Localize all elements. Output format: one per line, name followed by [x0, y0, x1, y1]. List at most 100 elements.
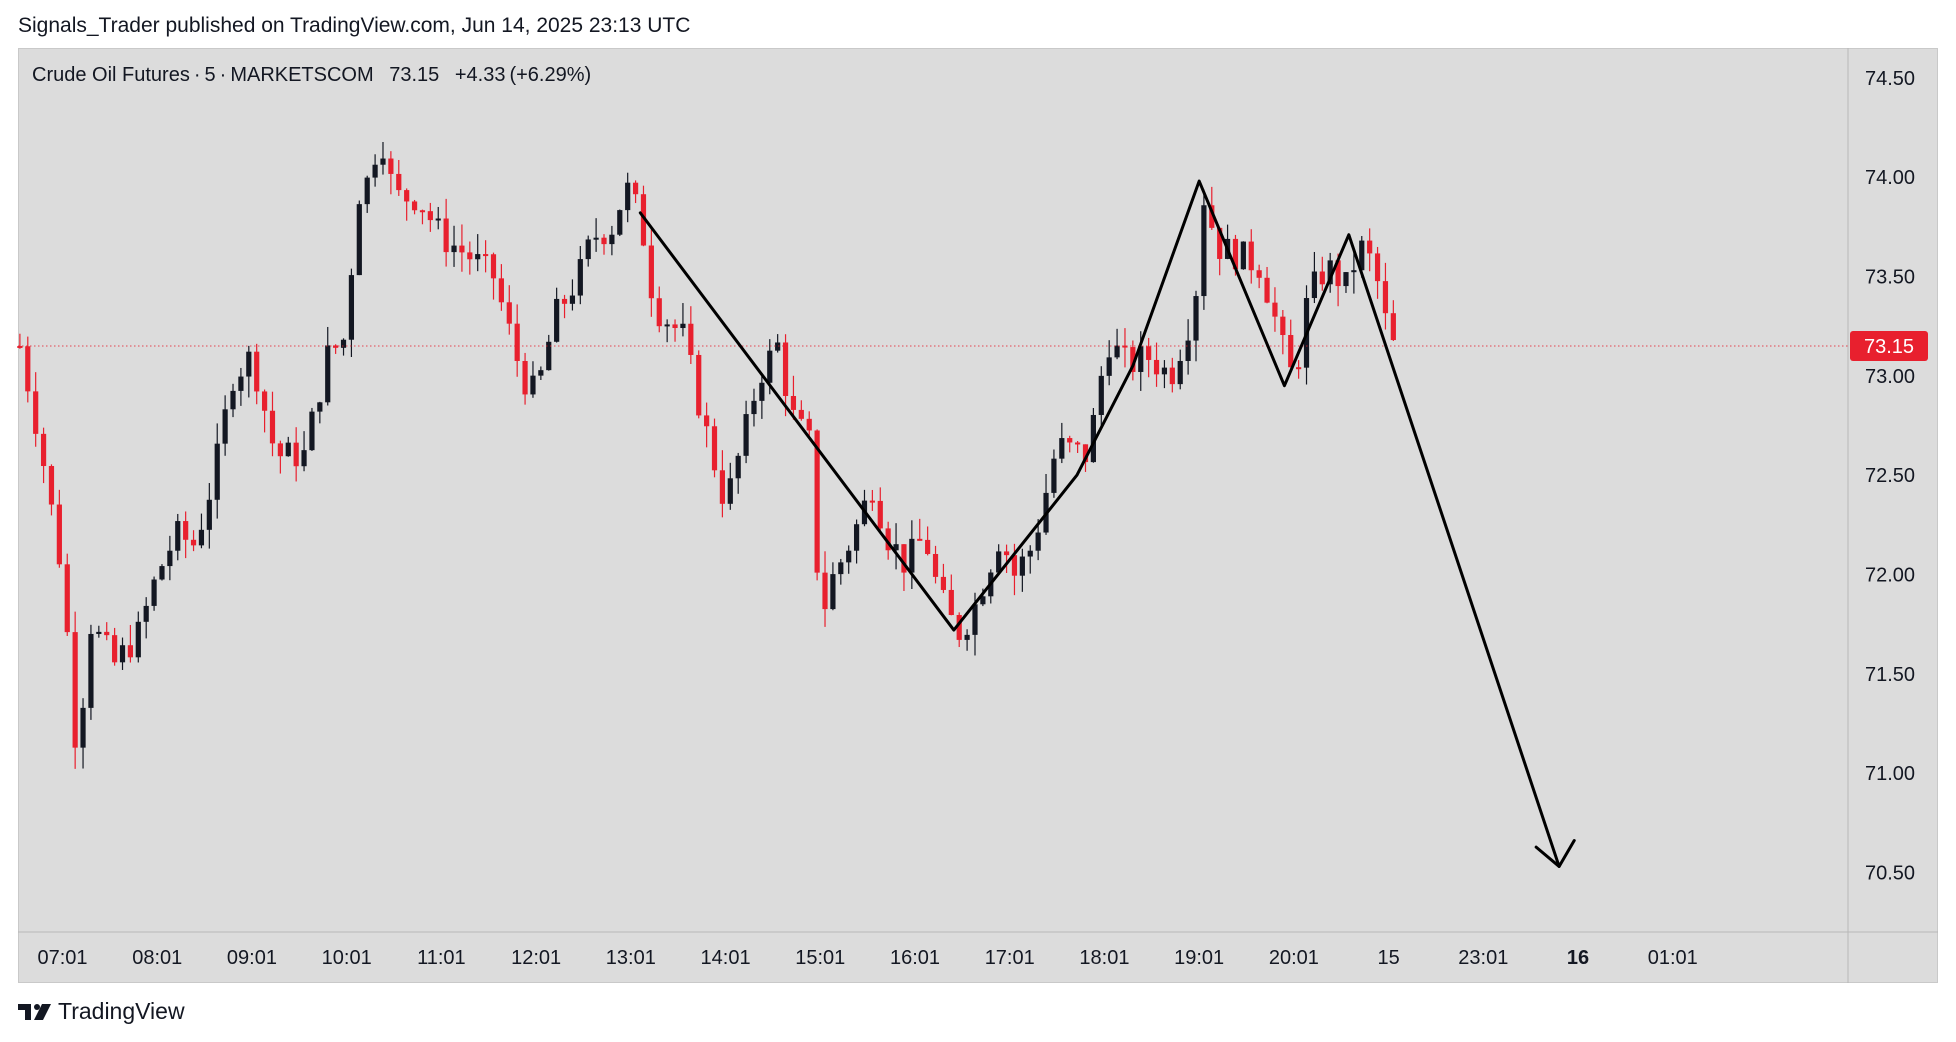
candle-body: [190, 539, 197, 546]
candle: [364, 175, 370, 213]
candle: [727, 462, 733, 510]
symbol-legend[interactable]: Crude Oil Futures · 5 · MARKETSCOM 73.15 +4.…: [32, 64, 595, 87]
chart-area[interactable]: [18, 48, 1938, 983]
candle-body: [996, 551, 1002, 573]
candle: [814, 429, 820, 581]
candle-body: [1177, 360, 1183, 385]
candle: [1296, 360, 1302, 379]
candle-body: [1051, 458, 1057, 493]
candle: [404, 188, 410, 221]
candle-body: [759, 382, 765, 401]
candle-body: [680, 323, 686, 329]
candle-body: [1185, 340, 1191, 361]
candle-body: [1019, 556, 1025, 576]
candle-body: [246, 351, 252, 377]
candle-body: [1288, 335, 1294, 368]
price-axis-label: 70.50: [1865, 862, 1915, 884]
candle: [135, 611, 141, 663]
candle-body: [609, 234, 615, 245]
candle: [782, 334, 789, 417]
candle: [932, 545, 939, 584]
tradingview-brand[interactable]: TradingView: [18, 998, 185, 1025]
time-axis-label: 09:01: [227, 947, 277, 969]
candle: [1106, 340, 1112, 386]
candle: [609, 225, 615, 256]
time-axis[interactable]: 07:01 08:01 09:01 10:01 11:01 12:01 13:01 14:01…: [37, 947, 1697, 969]
candle: [206, 483, 212, 549]
candle-body: [964, 634, 970, 640]
candle-body: [719, 470, 726, 504]
price-axis-label: 71.00: [1865, 763, 1915, 785]
candle: [632, 180, 639, 204]
candle: [893, 523, 899, 570]
candle-body: [632, 182, 639, 195]
time-axis-label: 23:01: [1458, 947, 1508, 969]
candle: [17, 333, 23, 349]
candle: [964, 629, 970, 651]
candle: [956, 612, 962, 648]
candle-body: [1075, 442, 1081, 445]
candle: [1256, 264, 1262, 289]
price-axis[interactable]: 74.50 74.00 73.50 73.00 72.50 72.00 71.50 71.00…: [1865, 68, 1915, 885]
candle-body: [1138, 346, 1144, 372]
axes-lines: [18, 48, 1938, 983]
candle-body: [696, 354, 702, 416]
candle-body: [917, 538, 923, 541]
candle: [419, 209, 426, 225]
candle: [1146, 337, 1152, 378]
candle-body: [64, 564, 70, 633]
candle-body: [514, 323, 520, 362]
candle-body: [506, 302, 512, 324]
candle-body: [198, 529, 205, 546]
candle: [56, 489, 62, 568]
candle-body: [885, 528, 891, 551]
candle: [1169, 357, 1175, 393]
candle-body: [617, 210, 623, 235]
candle-body: [1280, 316, 1286, 336]
candle: [751, 388, 757, 427]
candle: [1390, 300, 1396, 341]
candle: [1003, 544, 1010, 573]
time-axis-label: 19:01: [1174, 947, 1224, 969]
arrow-head[interactable]: [1534, 839, 1576, 868]
candle: [743, 400, 749, 464]
candle-body: [664, 324, 670, 327]
time-axis-label: 13:01: [606, 947, 656, 969]
candle-body: [88, 633, 94, 708]
candle-body: [1327, 260, 1333, 285]
candle-body: [640, 194, 647, 246]
candle: [1019, 548, 1025, 592]
candle-body: [1240, 241, 1246, 270]
candle: [853, 519, 860, 564]
candle-body: [467, 252, 473, 260]
candle: [214, 423, 220, 519]
candle-body: [1319, 271, 1325, 285]
candle-body: [411, 201, 418, 211]
time-axis-label: 12:01: [511, 947, 561, 969]
candle: [656, 286, 662, 333]
candle: [222, 395, 228, 456]
candle-body: [830, 574, 836, 610]
candle-body: [585, 239, 591, 260]
candle-body: [1067, 438, 1073, 443]
candle: [1240, 241, 1246, 270]
candle: [427, 202, 433, 232]
zigzag-line[interactable]: [638, 179, 1561, 868]
candle: [1201, 189, 1207, 310]
zigzag-drawing[interactable]: [638, 179, 1576, 868]
candle: [522, 352, 528, 405]
candle: [625, 172, 631, 223]
last-price: 73.15: [389, 64, 440, 86]
candle-body: [751, 400, 757, 415]
candle: [459, 224, 465, 272]
candle-body: [656, 298, 662, 327]
current-price-tag: [1850, 330, 1928, 361]
candle: [546, 334, 552, 371]
candle-body: [1169, 367, 1175, 385]
candle: [1351, 252, 1357, 294]
candle: [1122, 328, 1128, 368]
candle: [672, 319, 678, 342]
candle: [380, 142, 386, 175]
candle: [617, 209, 623, 237]
